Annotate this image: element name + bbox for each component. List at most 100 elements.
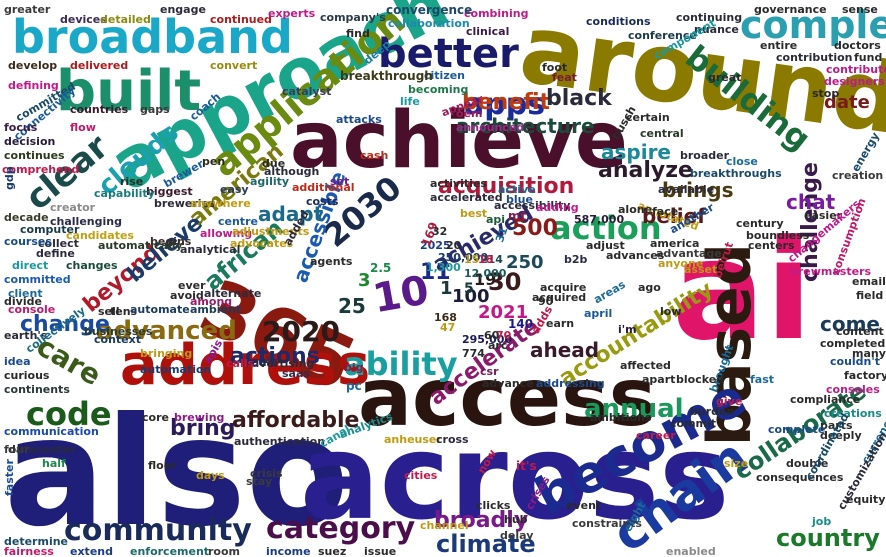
word: define	[36, 247, 75, 260]
word: affected	[620, 359, 671, 372]
word: alternate	[204, 287, 262, 300]
word: 774	[462, 347, 485, 360]
word: convert	[210, 59, 258, 72]
word: country	[776, 524, 880, 552]
word: acquire	[540, 281, 587, 294]
word: brewing	[174, 411, 225, 424]
word: direct	[12, 259, 49, 272]
word: 15	[464, 253, 480, 266]
word: broadly	[434, 508, 529, 533]
word: available	[658, 183, 715, 196]
word: acquired	[532, 291, 587, 304]
word: accessibility	[494, 199, 571, 212]
word: complex	[740, 3, 886, 47]
word: creation	[832, 169, 884, 182]
word: 2020	[262, 315, 340, 348]
word: annual	[584, 394, 684, 424]
word: oem	[456, 107, 483, 120]
word: agility	[250, 175, 290, 188]
word: big	[344, 361, 364, 374]
word: century	[736, 217, 784, 230]
word: governance	[754, 3, 827, 16]
word: creator	[50, 201, 96, 214]
word: 100	[452, 286, 490, 307]
word: continued	[210, 13, 272, 26]
word: action	[550, 209, 662, 247]
word: access	[358, 351, 657, 444]
word: anyone	[658, 257, 704, 270]
word: blocked	[676, 373, 725, 386]
word: size	[724, 457, 749, 470]
word: active	[498, 183, 536, 196]
word: defining	[8, 79, 59, 92]
word: 250,000	[438, 251, 489, 264]
word: mt	[508, 209, 527, 223]
word: chat	[786, 190, 836, 214]
word: 500	[512, 216, 558, 241]
word: delivered	[70, 59, 129, 72]
word: businesses	[84, 325, 153, 338]
word: develop	[8, 59, 58, 72]
word: come	[820, 312, 880, 336]
word: decade	[4, 211, 49, 224]
word: ability	[344, 345, 458, 383]
word: commit	[670, 417, 717, 430]
word: 47	[440, 321, 456, 334]
word: changes	[66, 259, 118, 272]
word: allowing	[200, 227, 253, 240]
word: cash	[360, 149, 389, 162]
word: code	[26, 395, 112, 433]
word: context	[94, 333, 141, 346]
word: ai	[672, 210, 813, 371]
word: determine	[4, 535, 69, 548]
word: category	[266, 511, 416, 546]
word: asset	[684, 263, 718, 276]
word: begins	[150, 235, 192, 248]
word: idea	[4, 355, 31, 368]
word: breakthrough	[340, 69, 433, 83]
word: capability	[94, 187, 155, 200]
word: 5	[464, 281, 474, 297]
word: address	[120, 333, 371, 398]
word: detailed	[100, 13, 151, 26]
word: contribution	[776, 51, 853, 64]
word: field	[856, 289, 884, 302]
word: stay	[246, 475, 273, 488]
word: creations	[824, 407, 882, 420]
word: feat	[552, 71, 577, 84]
word: conditions	[586, 15, 651, 28]
word: console	[8, 303, 56, 316]
word: 1	[440, 278, 453, 299]
word: 2021	[478, 302, 529, 323]
word: consoles	[826, 383, 880, 396]
word: income	[266, 545, 311, 557]
word: low	[660, 305, 682, 318]
word: best	[460, 207, 488, 220]
word: tens	[110, 305, 138, 318]
word: among	[190, 295, 233, 308]
word: curious	[4, 369, 50, 382]
word: accelerated	[430, 191, 503, 204]
word: content	[836, 325, 884, 338]
word: ahead	[530, 338, 600, 362]
word: 168	[434, 311, 457, 324]
word: avoid	[170, 289, 204, 302]
word: saas	[282, 367, 310, 380]
word: issue	[364, 545, 397, 557]
word: community	[64, 513, 252, 548]
word: blue	[506, 193, 533, 206]
word: career	[636, 429, 676, 442]
word: countries	[70, 103, 129, 116]
word: great	[708, 71, 742, 84]
word: central	[640, 127, 684, 140]
word: 32	[432, 225, 448, 238]
word: focus	[4, 121, 38, 134]
word: anywhere	[190, 197, 251, 210]
word: biggest	[146, 185, 193, 198]
word: agents	[310, 255, 353, 268]
word: close	[726, 155, 758, 168]
word: communication	[4, 425, 99, 438]
word: many	[852, 347, 886, 360]
word: activities	[430, 177, 487, 190]
word: factory	[844, 369, 886, 382]
